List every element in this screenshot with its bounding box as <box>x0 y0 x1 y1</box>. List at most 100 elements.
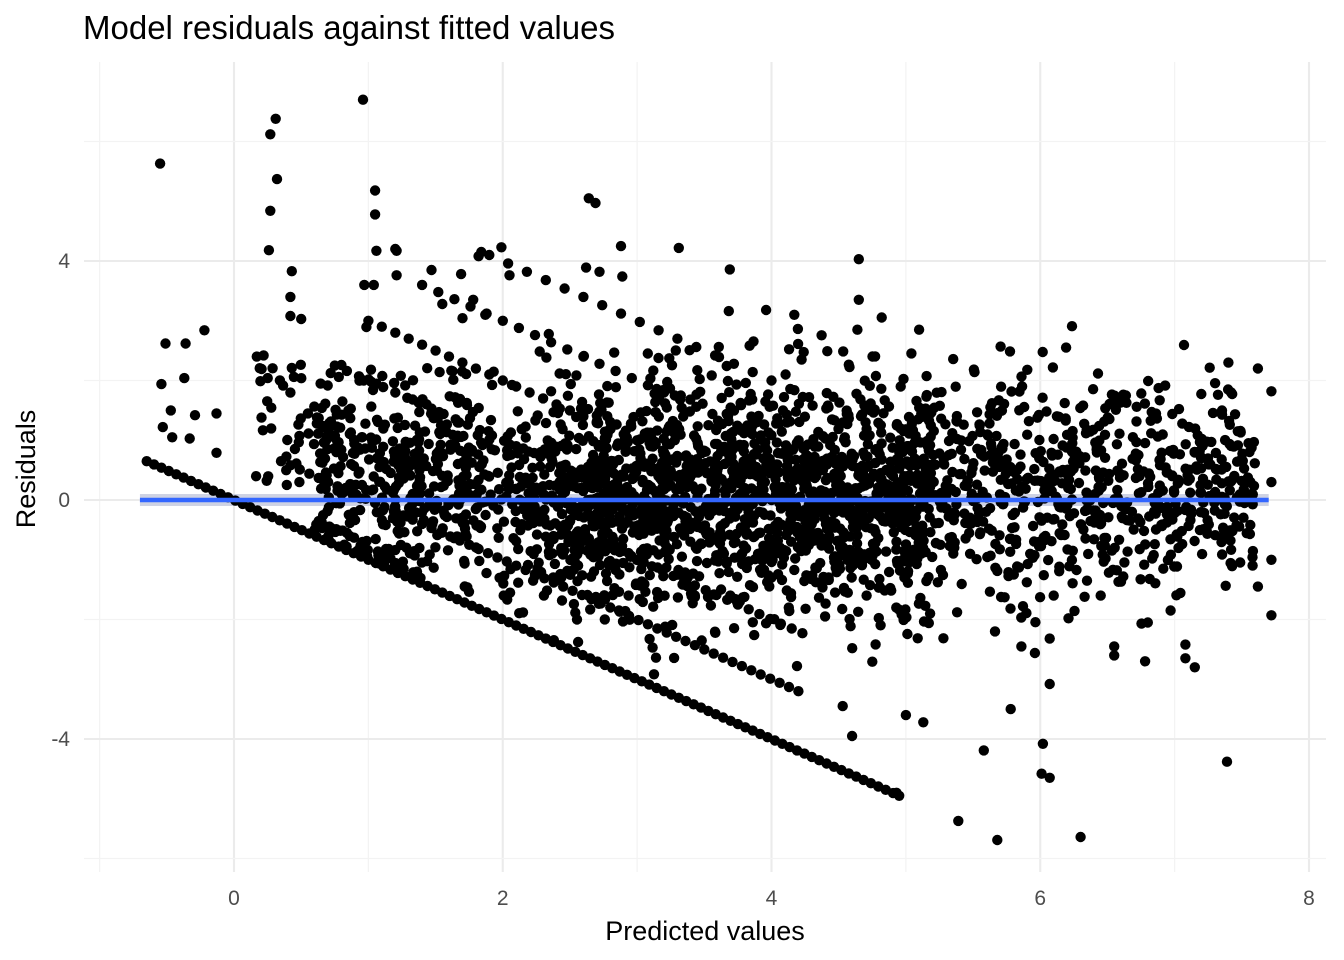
data-point <box>1225 544 1237 555</box>
data-point <box>723 566 734 578</box>
data-point <box>998 438 1009 450</box>
data-point <box>514 608 525 619</box>
data-point <box>799 523 810 535</box>
data-point <box>743 604 754 615</box>
data-point <box>1215 509 1226 520</box>
data-point <box>409 448 420 460</box>
data-point <box>443 351 455 362</box>
data-point <box>925 431 936 442</box>
y-tick-label: -4 <box>51 728 70 751</box>
data-point <box>1228 441 1240 452</box>
data-point <box>730 536 741 548</box>
data-point <box>1252 581 1264 592</box>
data-point <box>502 431 513 442</box>
data-point <box>502 258 514 269</box>
data-point <box>481 567 492 579</box>
data-point <box>853 546 864 557</box>
data-point <box>784 416 796 427</box>
data-point <box>638 528 649 539</box>
data-point <box>427 516 439 527</box>
data-point <box>874 573 885 585</box>
data-point <box>746 665 757 676</box>
data-point <box>537 393 549 404</box>
data-point <box>304 468 315 479</box>
data-point <box>807 570 818 581</box>
data-point <box>844 361 855 373</box>
data-point <box>624 614 635 625</box>
data-point <box>612 438 624 449</box>
data-point <box>565 378 576 390</box>
data-point <box>754 608 765 620</box>
data-point <box>995 591 1007 603</box>
data-point <box>568 474 579 485</box>
data-point <box>870 370 882 382</box>
data-point <box>1030 448 1041 459</box>
data-point <box>911 460 922 471</box>
data-point <box>853 294 864 305</box>
data-point <box>1005 546 1016 557</box>
data-point <box>661 562 672 573</box>
data-point <box>1168 487 1180 498</box>
data-point <box>250 471 262 482</box>
data-point <box>650 396 661 408</box>
data-point <box>281 451 292 462</box>
data-point <box>160 338 171 349</box>
data-point <box>262 372 273 384</box>
data-point <box>1266 554 1277 565</box>
data-point <box>344 530 355 542</box>
data-point <box>689 591 701 603</box>
data-point <box>993 461 1005 473</box>
data-point <box>650 652 662 663</box>
data-point <box>924 512 935 523</box>
x-tick-label: 8 <box>1303 887 1315 910</box>
data-point <box>156 378 167 390</box>
data-point <box>591 417 602 428</box>
data-point <box>630 579 642 591</box>
data-point <box>363 454 375 465</box>
data-point <box>1191 461 1202 472</box>
data-point <box>1083 548 1094 560</box>
data-point <box>913 324 925 335</box>
data-point <box>385 467 396 479</box>
data-point <box>1061 442 1072 453</box>
data-point <box>977 486 988 497</box>
data-point <box>1154 395 1165 406</box>
data-point <box>749 629 760 641</box>
data-point <box>902 577 914 588</box>
data-point <box>577 435 588 446</box>
data-point <box>709 626 721 637</box>
data-point <box>498 590 509 601</box>
data-point <box>989 626 1001 637</box>
data-point <box>165 405 176 416</box>
data-point <box>1131 416 1142 427</box>
data-point <box>568 598 580 610</box>
data-point <box>766 430 777 441</box>
data-point <box>972 503 983 514</box>
data-point <box>920 403 931 414</box>
data-point <box>853 254 864 265</box>
data-point <box>1059 397 1070 409</box>
data-point <box>1207 407 1219 419</box>
data-point <box>936 386 947 398</box>
data-point <box>827 431 838 443</box>
data-point <box>325 367 336 379</box>
data-point <box>1011 561 1023 572</box>
data-point <box>816 500 827 512</box>
data-point <box>793 686 804 697</box>
data-point <box>465 301 476 312</box>
data-point <box>520 432 531 443</box>
data-point <box>603 556 615 567</box>
data-point <box>948 548 959 559</box>
data-point <box>550 446 561 457</box>
data-point <box>357 94 369 105</box>
data-point <box>1087 384 1099 395</box>
data-point <box>1062 478 1073 489</box>
data-point <box>924 608 936 619</box>
data-point <box>504 270 515 281</box>
data-point <box>658 449 669 460</box>
data-point <box>908 514 919 525</box>
data-point <box>529 329 541 341</box>
data-point <box>1035 541 1047 552</box>
data-point <box>1209 378 1221 389</box>
data-point <box>959 508 970 519</box>
